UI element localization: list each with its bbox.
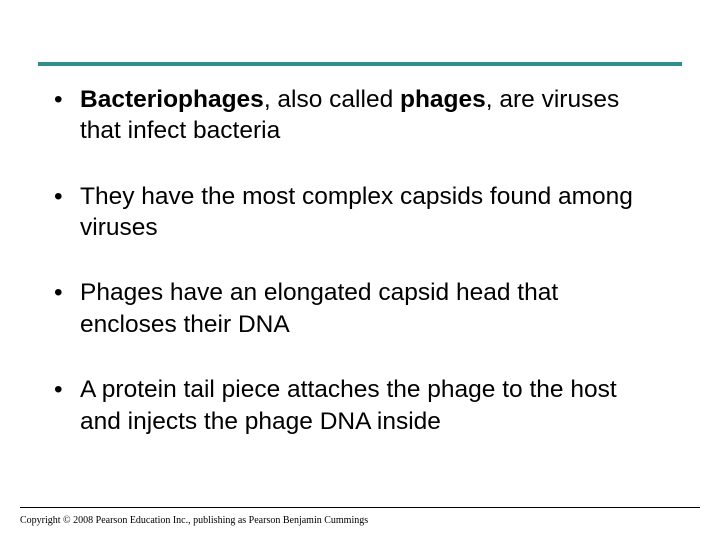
text-run: , also called [264,86,400,113]
copyright-text: Copyright © 2008 Pearson Education Inc.,… [20,515,368,526]
text-run: They have the most complex capsids found… [80,183,633,241]
slide: Bacteriophages, also called phages, are … [0,0,720,540]
list-item: A protein tail piece attaches the phage … [54,374,660,437]
bullet-list: Bacteriophages, also called phages, are … [54,84,660,437]
bold-run: phages [400,86,486,113]
bold-run: Bacteriophages [80,86,264,113]
list-item: They have the most complex capsids found… [54,181,660,244]
text-run: A protein tail piece attaches the phage … [80,376,617,434]
top-rule [38,62,682,66]
content-area: Bacteriophages, also called phages, are … [54,84,660,471]
list-item: Phages have an elongated capsid head tha… [54,277,660,340]
text-run: Phages have an elongated capsid head tha… [80,279,558,337]
bottom-rule [20,507,700,508]
list-item: Bacteriophages, also called phages, are … [54,84,660,147]
